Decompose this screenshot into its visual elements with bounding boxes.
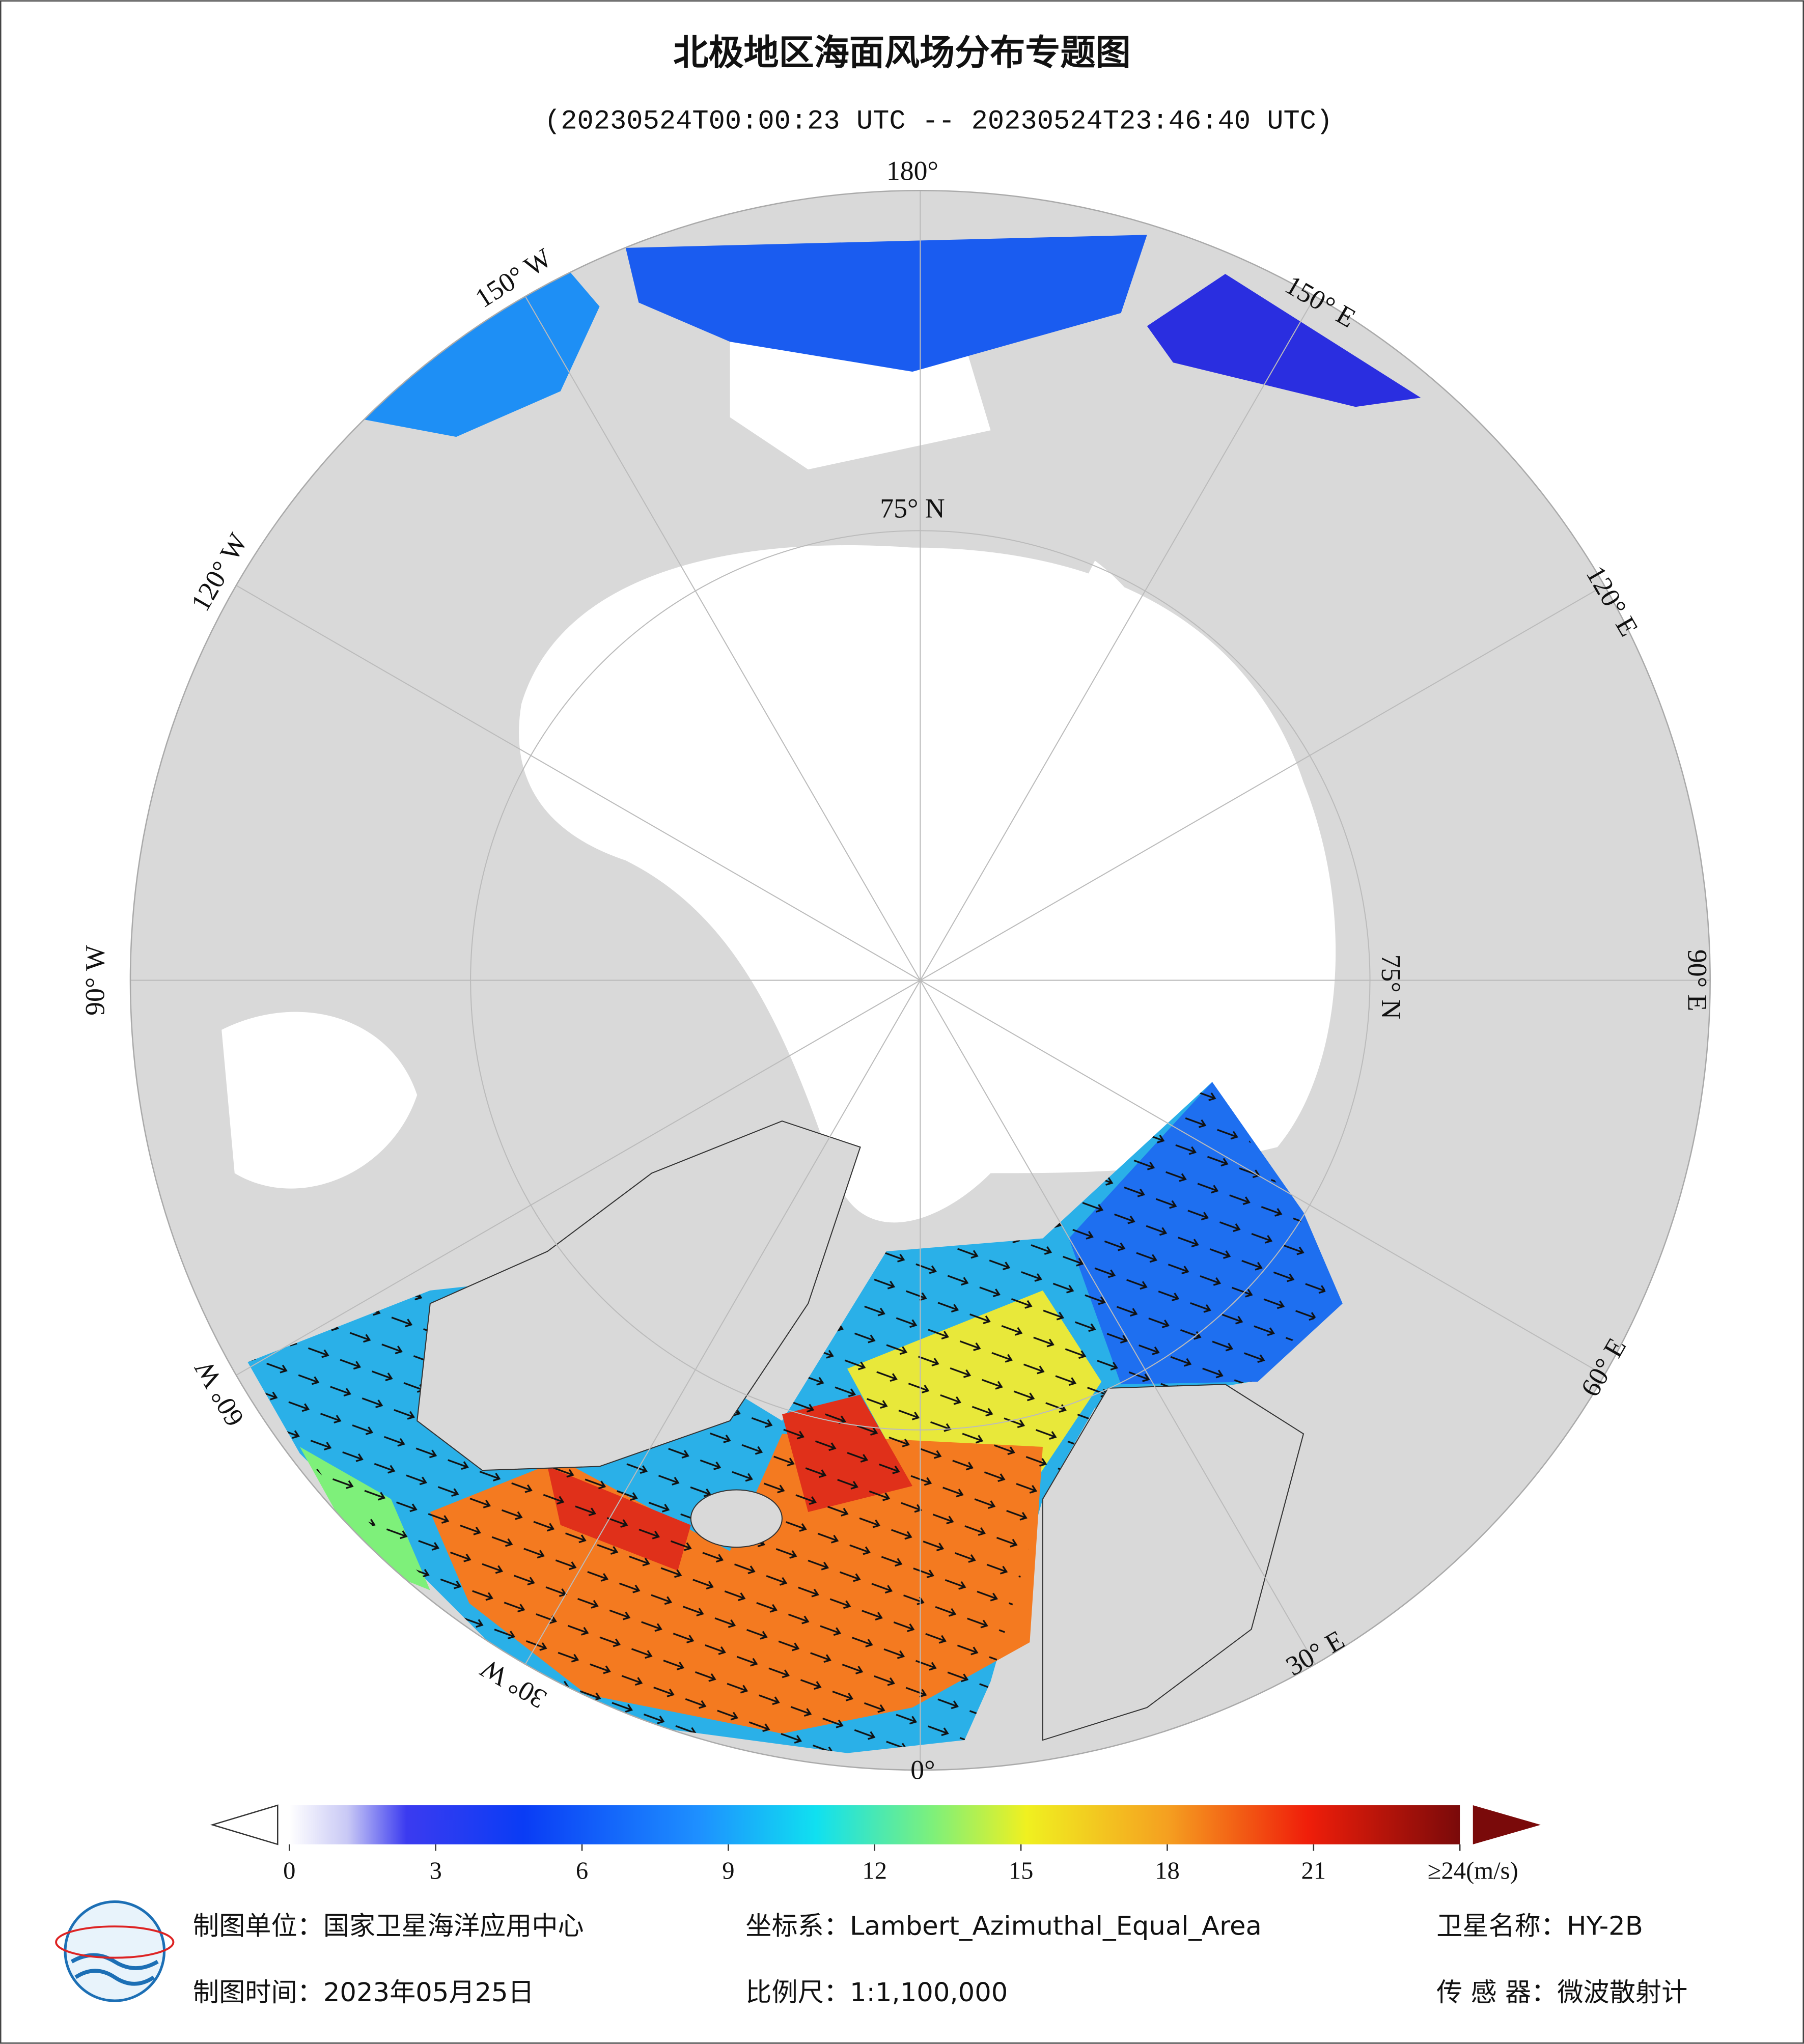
- graticule-label: 75° N: [1376, 955, 1406, 1020]
- colorbar-over: [1473, 1805, 1541, 1844]
- footer-scale: 比例尺：1:1,100,000: [745, 1977, 1008, 2008]
- subtitle: (20230524T00:00:23 UTC -- 20230524T23:46…: [544, 106, 1333, 137]
- map: [130, 190, 1710, 1770]
- seas: [221, 300, 1150, 1189]
- map-border: [129, 189, 1711, 1771]
- graticule-label: 75° N: [880, 493, 945, 523]
- meridian: [920, 980, 1319, 1669]
- footer-unit: 制图单位：国家卫星海洋应用中心: [193, 1911, 584, 1942]
- graticule-label: 90° W: [79, 945, 110, 1016]
- colorbar-tick-label: 18: [1155, 1857, 1180, 1884]
- colorbar-tick-label: 3: [430, 1857, 442, 1884]
- meridian: [231, 979, 921, 1379]
- colorbar-under: [210, 1804, 279, 1845]
- footer-sensor: 传 感 器：微波散射计: [1436, 1977, 1687, 2008]
- colorbar: [289, 1805, 1460, 1844]
- graticule: [130, 190, 1710, 1770]
- meridian: [231, 582, 921, 981]
- colorbar-tick-label: 12: [862, 1857, 887, 1884]
- iceland: [690, 1489, 783, 1548]
- colorbar-tick-label: 6: [576, 1857, 588, 1884]
- colorbar-ticks: 0 3 6 9 12 15 18 21 ≥24(m/s): [283, 1844, 1518, 1884]
- meridian: [522, 980, 921, 1669]
- colorbar-tick-label: 0: [283, 1857, 295, 1884]
- footer-crs: 坐标系：Lambert_Azimuthal_Equal_Area: [745, 1911, 1262, 1942]
- title: 北极地区海面风场分布专题图: [673, 33, 1130, 73]
- colorbar-tick-label: 9: [722, 1857, 734, 1884]
- arctic-ocean: [519, 545, 1336, 1223]
- meridian: [522, 291, 921, 981]
- colorbar-tick-label: ≥24(m/s): [1428, 1857, 1518, 1884]
- colorbar-tick-label: 21: [1301, 1857, 1326, 1884]
- meridian: [920, 979, 1609, 1379]
- meridian: [920, 582, 1609, 981]
- graticule-label: 0°: [910, 1754, 935, 1785]
- graticule-label: 180°: [886, 155, 938, 186]
- colorbar-tick-label: 15: [1009, 1857, 1034, 1884]
- meridian: [920, 291, 1319, 981]
- scandinavia: [1042, 1384, 1305, 1741]
- wind-field: [247, 235, 1421, 1753]
- footer-date: 制图时间：2023年05月25日: [193, 1977, 534, 2008]
- greenland: [417, 1120, 861, 1471]
- graticule-label: 90° E: [1682, 949, 1713, 1012]
- logo: [55, 1900, 175, 2002]
- footer-satellite: 卫星名称：HY-2B: [1436, 1911, 1643, 1942]
